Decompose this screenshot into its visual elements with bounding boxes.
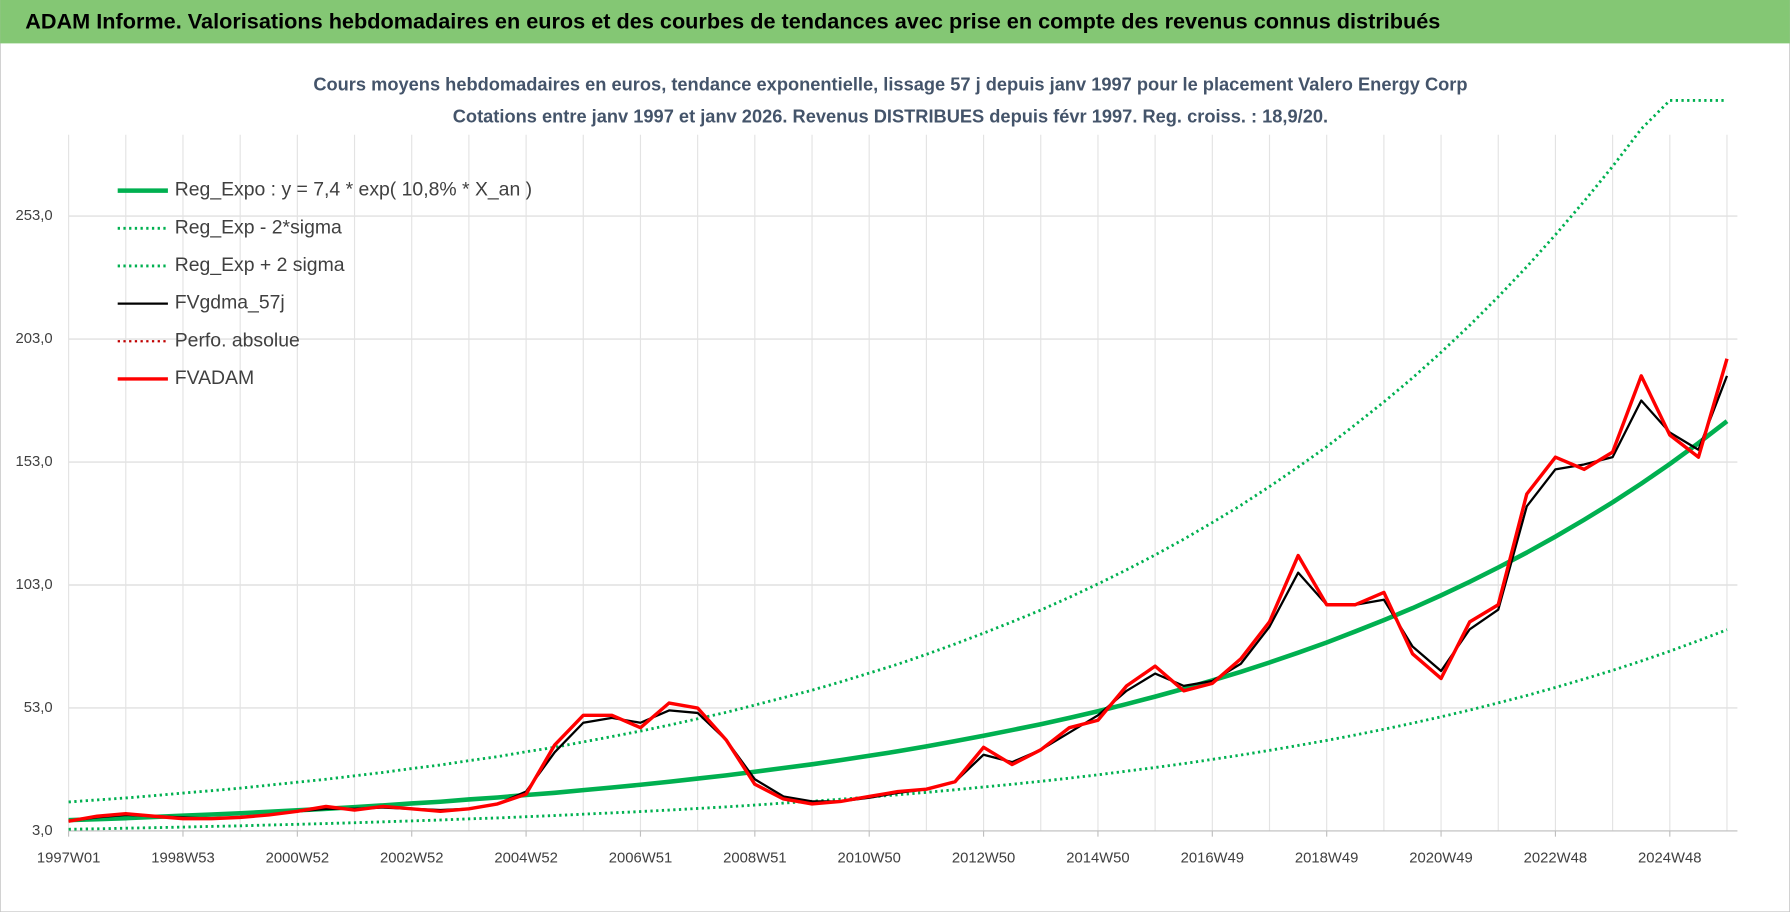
x-tick-label: 2024W48 xyxy=(1638,850,1701,866)
x-tick-label: 2004W52 xyxy=(494,850,557,866)
x-tick-label: 2012W50 xyxy=(952,850,1015,866)
legend-label: Perfo. absolue xyxy=(175,329,300,351)
y-tick-label: 153,0 xyxy=(16,454,53,470)
legend-label: Reg_Exp + 2 sigma xyxy=(175,254,345,276)
y-tick-label: 3,0 xyxy=(32,823,53,839)
x-tick-label: 2008W51 xyxy=(723,850,786,866)
chart-title: Cours moyens hebdomadaires en euros, ten… xyxy=(313,73,1467,94)
y-tick-label: 253,0 xyxy=(16,208,53,224)
y-tick-label: 53,0 xyxy=(24,700,53,716)
x-tick-label: 2010W50 xyxy=(837,850,900,866)
x-tick-label: 2006W51 xyxy=(609,850,672,866)
series-line xyxy=(68,358,1729,823)
grid: 3,0 53,0 103,0 153,0 203,0 253,0 1997W01 1998W5… xyxy=(16,134,1738,866)
x-tick-label: 2016W49 xyxy=(1181,850,1244,866)
header-title: ADAM Informe. Valorisations hebdomadaire… xyxy=(25,9,1440,34)
y-tick-label: 103,0 xyxy=(16,577,53,593)
x-tick-label: 2002W52 xyxy=(380,850,443,866)
legend-label: Reg_Expo : y = 7,4 * exp( 10,8% * X_an ) xyxy=(175,179,532,201)
chart-subtitle: Cotations entre janv 1997 et janv 2026. … xyxy=(453,105,1328,126)
x-tick-label: 2000W52 xyxy=(266,850,329,866)
legend-label: Reg_Exp - 2*sigma xyxy=(175,216,342,238)
legend-label: FVADAM xyxy=(175,367,254,389)
x-tick-label: 2022W48 xyxy=(1524,850,1587,866)
x-tick-label: 2014W50 xyxy=(1066,850,1129,866)
legend: Reg_Expo : y = 7,4 * exp( 10,8% * X_an )… xyxy=(117,179,532,389)
x-tick-label: 2018W49 xyxy=(1295,850,1358,866)
x-tick-label: 1998W53 xyxy=(151,850,214,866)
legend-label: FVgdma_57j xyxy=(175,292,285,314)
y-tick-label: 203,0 xyxy=(16,331,53,347)
plot xyxy=(68,99,1729,831)
x-tick-label: 2020W49 xyxy=(1409,850,1472,866)
header-bar xyxy=(0,0,1790,44)
x-tick-label: 1997W01 xyxy=(37,850,100,866)
